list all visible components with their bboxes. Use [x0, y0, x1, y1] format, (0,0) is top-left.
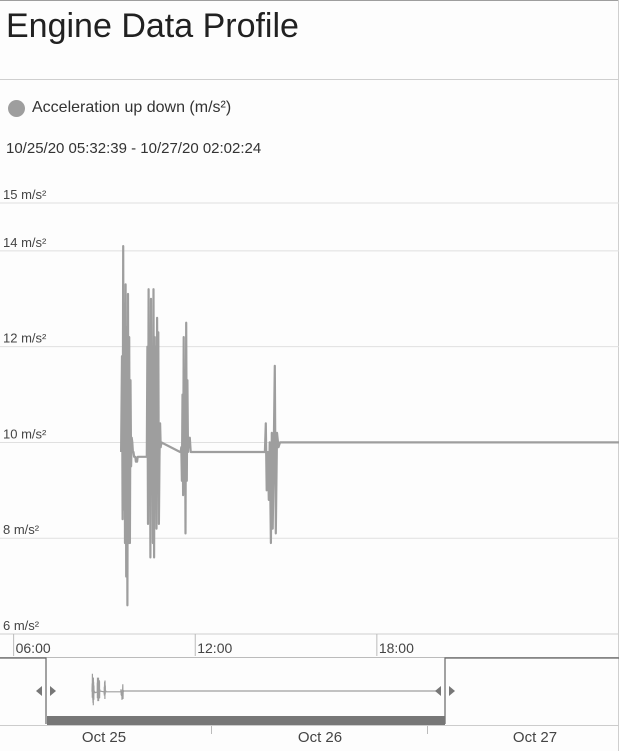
navigator-top-border — [0, 657, 619, 658]
page-title: Engine Data Profile — [6, 7, 299, 45]
x-tick-label: 06:00 — [16, 640, 51, 656]
navigator-series-line — [91, 673, 440, 706]
grid-lines — [0, 202, 619, 635]
date-range: 10/25/20 05:32:39 - 10/27/20 02:02:24 — [6, 140, 262, 157]
y-tick-label: 8 m/s² — [3, 522, 40, 537]
x-axis: 06:00 12:00 18:00 — [0, 633, 619, 656]
y-tick-label: 15 m/s² — [3, 187, 47, 202]
navigator-label: Oct 25 — [82, 729, 126, 746]
navigator-tick — [211, 726, 212, 734]
navigator-right-mask — [445, 658, 618, 724]
navigator-scrollbar-thumb[interactable] — [47, 716, 445, 725]
legend-item[interactable]: Acceleration up down (m/s²) — [8, 99, 231, 117]
y-tick-label: 14 m/s² — [3, 235, 47, 250]
y-axis-ticks: 6 m/s² 8 m/s² 10 m/s² 12 m/s² 14 m/s² 15 m/s² — [3, 187, 47, 633]
chevron-left-icon — [36, 686, 42, 696]
y-tick-label: 12 m/s² — [3, 331, 47, 346]
top-border — [0, 0, 619, 1]
right-resize-handle[interactable] — [435, 686, 455, 696]
navigator-tick — [427, 726, 428, 734]
x-tick-label: 18:00 — [379, 640, 414, 656]
left-resize-handle[interactable] — [36, 686, 56, 696]
x-tick-label: 12:00 — [197, 640, 232, 656]
navigator: Oct 25 Oct 26 Oct 27 — [0, 657, 619, 746]
chevron-right-icon — [449, 686, 455, 696]
chevron-left-icon — [435, 686, 441, 696]
chevron-right-icon — [50, 686, 56, 696]
navigator-label: Oct 26 — [298, 729, 342, 746]
legend-label: Acceleration up down (m/s²) — [32, 99, 232, 116]
navigator-outline — [0, 657, 619, 724]
navigator-axis-line — [0, 725, 619, 726]
legend-marker — [8, 99, 25, 117]
series-line-acceleration — [120, 245, 619, 607]
y-tick-label: 10 m/s² — [3, 426, 47, 441]
y-tick-label: 6 m/s² — [3, 618, 40, 633]
header-divider — [0, 79, 619, 80]
navigator-label: Oct 27 — [513, 729, 557, 746]
